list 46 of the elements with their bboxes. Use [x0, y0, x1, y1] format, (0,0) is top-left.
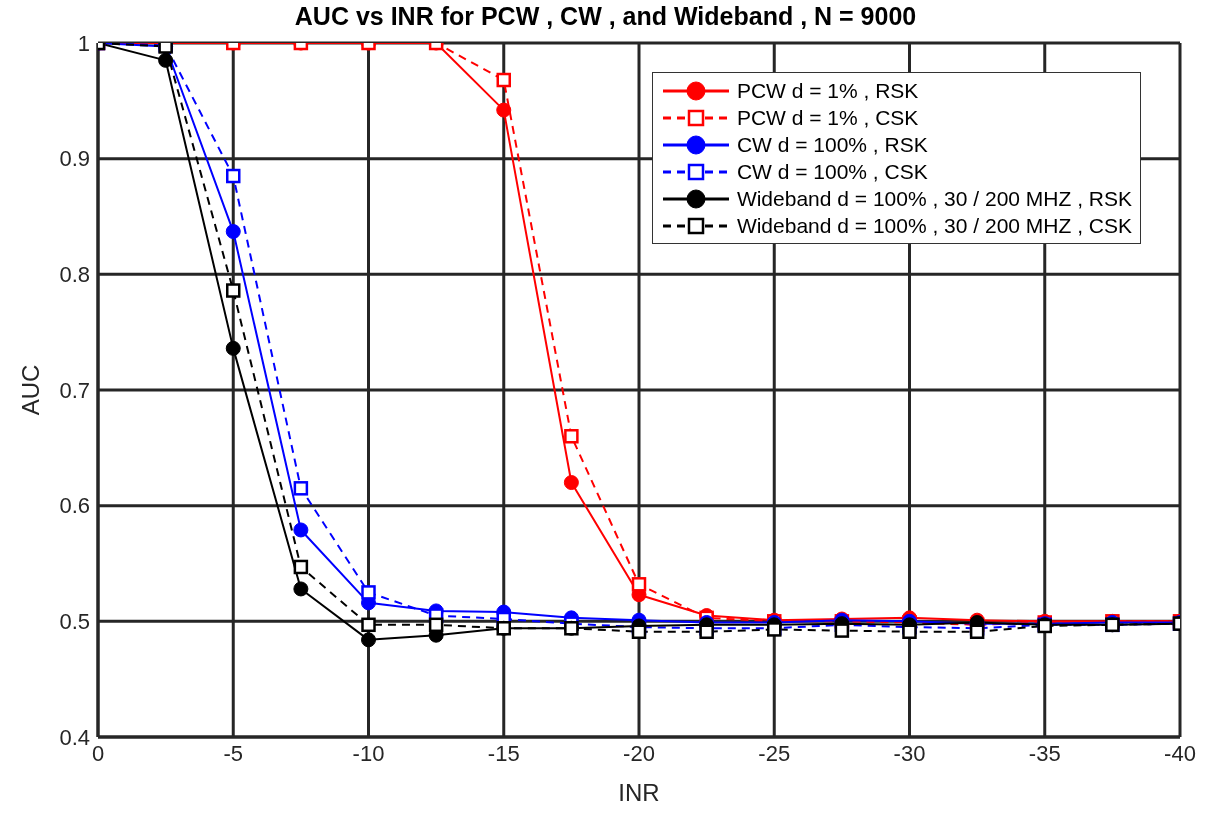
y-tick-label: 0.5	[59, 609, 90, 635]
point	[158, 52, 174, 68]
x-tick-label: -40	[1164, 740, 1196, 766]
y-tick-label: 0.6	[59, 493, 90, 519]
x-tick-label: -20	[623, 740, 655, 766]
legend-label: CW d = 100% , CSK	[736, 159, 928, 184]
point	[361, 632, 376, 648]
point	[293, 522, 309, 538]
legend-label: PCW d = 1% , CSK	[736, 105, 919, 130]
point	[293, 581, 309, 597]
x-tick-label: -10	[352, 740, 385, 766]
point	[225, 340, 241, 356]
point	[496, 102, 512, 118]
y-tick-label: 1	[77, 30, 90, 56]
point	[293, 481, 309, 496]
y-tick-label: 0.7	[59, 377, 90, 403]
point	[564, 429, 579, 444]
point	[226, 168, 241, 184]
legend-label: Wideband d = 100% , 30 / 200 MHZ , RSK	[736, 186, 1132, 211]
y-axis-title: AUC	[16, 364, 44, 416]
point	[631, 577, 647, 592]
point	[631, 624, 647, 639]
point	[834, 623, 850, 638]
point	[293, 559, 309, 575]
point	[902, 624, 917, 639]
point	[226, 283, 241, 298]
legend-label: CW d = 100% , RSK	[736, 132, 928, 157]
x-tick-label: 0	[91, 740, 105, 766]
y-tick-label: 0.8	[59, 262, 90, 288]
legend-label: Wideband d = 100% , 30 / 200 MHZ , CSK	[736, 213, 1132, 238]
y-tick-label: 0.9	[59, 146, 90, 172]
x-tick-label: -15	[487, 740, 520, 766]
chart-title: AUC vs INR for PCW , CW , and Wideband , N = 9000	[293, 2, 918, 31]
x-tick-label: -30	[893, 740, 926, 766]
point	[361, 617, 376, 633]
x-axis-title: INR	[618, 779, 660, 806]
legend-label: PCW d = 1% , RSK	[736, 78, 919, 103]
point	[496, 72, 511, 88]
y-tick-label: 0.4	[59, 724, 90, 750]
point	[225, 224, 241, 240]
point	[428, 617, 444, 633]
x-tick-label: -35	[1028, 740, 1061, 766]
x-tick-label: -5	[223, 740, 244, 766]
point	[563, 475, 579, 491]
x-tick-label: -25	[758, 740, 791, 766]
point	[361, 585, 376, 600]
